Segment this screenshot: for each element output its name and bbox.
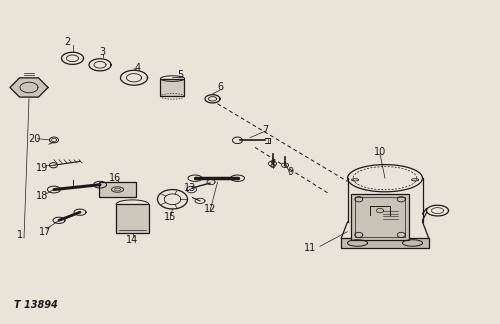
Text: 10: 10 [374, 147, 386, 157]
Text: 20: 20 [28, 134, 40, 144]
Bar [160, 78, 184, 97]
Text: 6: 6 [217, 83, 223, 92]
Bar [98, 182, 136, 197]
Text: 16: 16 [109, 173, 121, 183]
Text: 11: 11 [304, 243, 316, 253]
Text: 18: 18 [36, 191, 48, 201]
Text: 13: 13 [184, 183, 196, 193]
Text: 7: 7 [262, 125, 268, 134]
Polygon shape [10, 78, 48, 97]
Text: T 13894: T 13894 [14, 300, 58, 309]
Bar [341, 238, 429, 248]
Text: 9: 9 [287, 167, 293, 177]
Text: 17: 17 [39, 227, 51, 237]
Bar [351, 194, 409, 240]
Text: 2: 2 [64, 37, 70, 47]
Text: 14: 14 [126, 235, 138, 245]
Bar [355, 197, 405, 237]
Text: 5: 5 [177, 70, 183, 79]
Bar [116, 204, 149, 233]
Text: 19: 19 [36, 164, 48, 173]
Text: 3: 3 [100, 47, 105, 57]
Text: 15: 15 [164, 212, 176, 222]
Text: 12: 12 [204, 204, 216, 214]
Text: 4: 4 [134, 63, 140, 73]
Text: 1: 1 [17, 230, 23, 240]
Text: 8: 8 [270, 160, 276, 170]
